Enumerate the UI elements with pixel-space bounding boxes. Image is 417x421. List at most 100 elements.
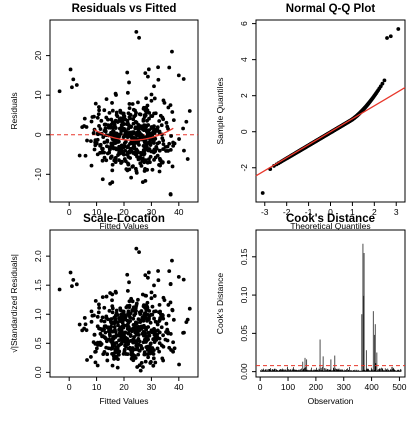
- data-point: [125, 337, 130, 341]
- data-point: [83, 322, 88, 327]
- data-point: [117, 158, 121, 163]
- data-point: [125, 70, 130, 75]
- data-point: [152, 96, 157, 101]
- data-point: [102, 140, 107, 145]
- data-point: [134, 110, 138, 115]
- data-point: [125, 352, 130, 357]
- data-point: [97, 108, 102, 113]
- data-point: [150, 167, 155, 172]
- data-point: [184, 119, 189, 124]
- data-point: [157, 169, 162, 174]
- data-point: [113, 126, 118, 130]
- data-point: [106, 317, 110, 322]
- data-point: [181, 77, 186, 81]
- data-point: [170, 164, 175, 169]
- data-point: [167, 345, 172, 350]
- data-point: [127, 115, 132, 119]
- data-point: [146, 275, 150, 280]
- data-point: [144, 293, 149, 298]
- data-point: [98, 143, 103, 148]
- data-point: [108, 125, 113, 130]
- data-point: [105, 138, 110, 143]
- plot-frame: [255, 19, 406, 203]
- data-point: [165, 144, 170, 149]
- data-point: [157, 319, 162, 324]
- data-point: [122, 347, 127, 352]
- qq-point: [388, 34, 393, 39]
- data-point: [127, 106, 132, 111]
- data-point: [131, 316, 136, 321]
- data-point: [149, 359, 153, 364]
- data-point: [161, 142, 166, 146]
- data-point: [112, 341, 117, 346]
- data-point: [166, 331, 170, 336]
- data-point: [143, 359, 148, 364]
- x-tick-label: 0: [67, 207, 72, 217]
- data-point: [148, 143, 153, 147]
- y-tick-label: 0.15: [239, 248, 249, 265]
- data-point: [144, 327, 149, 332]
- data-point: [93, 299, 98, 303]
- data-point: [131, 337, 136, 342]
- data-point: [134, 246, 139, 251]
- data-point: [98, 326, 102, 331]
- data-point: [150, 114, 155, 119]
- x-tick-label: 0: [67, 382, 72, 392]
- data-point: [113, 118, 118, 123]
- data-point: [71, 77, 76, 82]
- data-point: [93, 101, 98, 106]
- data-point: [109, 117, 114, 122]
- qq-point: [380, 81, 385, 86]
- data-point: [141, 118, 146, 123]
- data-point: [138, 156, 143, 161]
- data-point: [113, 346, 118, 351]
- data-point: [92, 147, 97, 152]
- data-point: [139, 124, 143, 129]
- y-tick-label: 2: [239, 93, 249, 98]
- data-point: [148, 351, 153, 356]
- data-point: [129, 175, 134, 180]
- data-point: [139, 132, 143, 137]
- data-point: [151, 363, 156, 368]
- data-point: [167, 65, 172, 70]
- data-point: [153, 155, 158, 160]
- data-point: [134, 29, 139, 34]
- data-point: [139, 163, 144, 168]
- data-point: [109, 130, 113, 135]
- data-point: [171, 118, 176, 122]
- data-point: [99, 118, 104, 123]
- data-point: [57, 287, 62, 292]
- data-point: [84, 328, 89, 333]
- x-axis-label: Observation: [308, 396, 354, 406]
- data-point: [155, 332, 160, 337]
- data-point: [89, 119, 94, 124]
- data-point: [142, 145, 147, 149]
- data-point: [172, 141, 177, 146]
- data-point: [68, 67, 73, 72]
- data-point: [144, 96, 149, 101]
- data-point: [110, 168, 115, 173]
- x-tick-label: 40: [174, 382, 184, 392]
- data-point: [156, 77, 161, 82]
- data-point: [113, 133, 118, 138]
- data-point: [110, 101, 114, 105]
- data-point: [123, 148, 128, 153]
- data-point: [100, 295, 105, 300]
- data-point: [139, 327, 143, 331]
- data-point: [114, 110, 119, 115]
- x-tick-label: 20: [119, 207, 129, 217]
- data-point: [121, 135, 126, 139]
- data-point: [152, 316, 156, 321]
- data-point: [99, 318, 104, 323]
- y-tick-label: 0.00: [239, 363, 249, 380]
- data-point: [89, 355, 93, 359]
- qq-point: [385, 36, 389, 40]
- x-tick-label: 10: [92, 207, 102, 217]
- y-tick-label: 6: [239, 21, 249, 26]
- data-point: [133, 356, 138, 360]
- y-tick-label: 0.05: [239, 325, 249, 342]
- data-point: [146, 270, 151, 275]
- data-point: [127, 102, 132, 106]
- data-point: [131, 358, 136, 363]
- data-point: [154, 144, 159, 149]
